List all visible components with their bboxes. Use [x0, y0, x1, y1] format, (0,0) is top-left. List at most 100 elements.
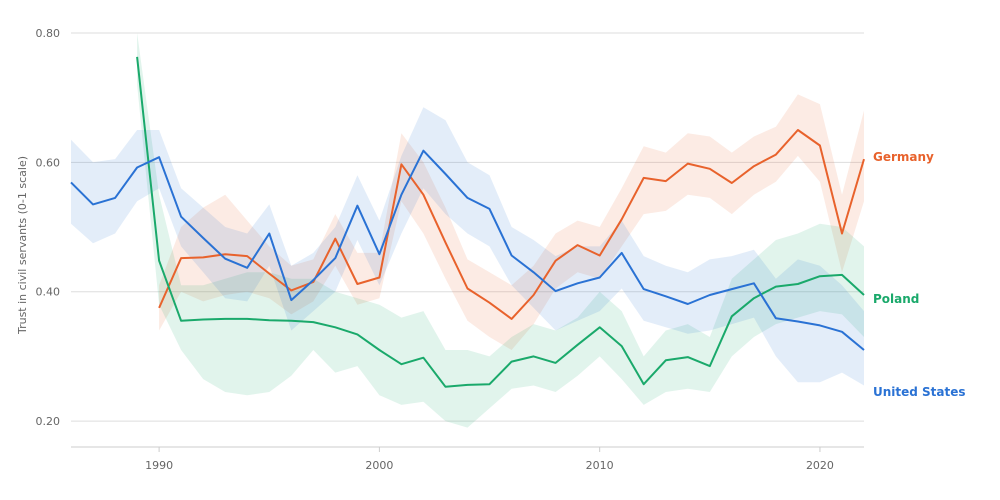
- x-tick-label: 2020: [806, 459, 834, 472]
- united-states-point: [356, 205, 358, 207]
- germany-point: [290, 289, 292, 291]
- germany-point: [511, 318, 513, 320]
- united-states-point: [224, 258, 226, 260]
- united-states-point: [489, 208, 491, 210]
- x-tick-label: 1990: [145, 459, 173, 472]
- united-states-point: [422, 150, 424, 152]
- poland-point: [334, 326, 336, 328]
- germany-point: [753, 165, 755, 167]
- germany-point: [400, 163, 402, 165]
- germany-series-label: Germany: [873, 150, 934, 164]
- poland-point: [202, 319, 204, 321]
- germany-point: [709, 168, 711, 170]
- x-tick-label: 2000: [365, 459, 393, 472]
- poland-point: [797, 283, 799, 285]
- poland-point: [599, 326, 601, 328]
- poland-point: [158, 260, 160, 262]
- poland-point: [643, 383, 645, 385]
- poland-point: [268, 319, 270, 321]
- y-tick-label: 0.40: [36, 286, 61, 299]
- poland-point: [555, 362, 557, 364]
- germany-point: [444, 242, 446, 244]
- poland-point: [356, 333, 358, 335]
- poland-point: [753, 297, 755, 299]
- poland-point: [841, 274, 843, 276]
- y-tick-label: 0.60: [36, 156, 61, 169]
- united-states-point: [114, 197, 116, 199]
- y-tick-label: 0.80: [36, 27, 61, 40]
- united-states-point: [202, 237, 204, 239]
- united-states-point: [158, 156, 160, 158]
- united-states-point: [577, 282, 579, 284]
- united-states-point: [621, 252, 623, 254]
- poland-point: [511, 361, 513, 363]
- y-axis-title: Trust in civil servants (0-1 scale): [16, 156, 29, 335]
- germany-point: [775, 154, 777, 156]
- united-states-point: [533, 271, 535, 273]
- germany-point: [621, 218, 623, 220]
- united-states-point: [665, 295, 667, 297]
- y-tick-label: 0.20: [36, 415, 61, 428]
- poland-point: [312, 321, 314, 323]
- united-states-point: [643, 288, 645, 290]
- united-states-point: [599, 276, 601, 278]
- united-states-series-label: United States: [873, 385, 966, 399]
- united-states-point: [511, 254, 513, 256]
- united-states-point: [819, 324, 821, 326]
- germany-point: [731, 182, 733, 184]
- united-states-point: [312, 279, 314, 281]
- united-states-point: [70, 181, 72, 183]
- germany-point: [246, 255, 248, 257]
- poland-point: [378, 349, 380, 351]
- poland-point: [577, 344, 579, 346]
- united-states-point: [775, 317, 777, 319]
- germany-point: [158, 307, 160, 309]
- germany-point: [665, 180, 667, 182]
- united-states-point: [290, 299, 292, 301]
- germany-confidence-band: [159, 94, 865, 351]
- germany-point: [599, 254, 601, 256]
- poland-line: [136, 56, 865, 388]
- poland-point: [489, 383, 491, 385]
- germany-point: [334, 238, 336, 240]
- axes: 0.20 0.40 0.60 0.80 1990 2000 2010 2020: [36, 27, 864, 472]
- confidence-bands: [71, 32, 865, 428]
- germany-point: [224, 253, 226, 255]
- united-states-point: [687, 303, 689, 305]
- poland-point: [290, 320, 292, 322]
- poland-point: [731, 315, 733, 317]
- germany-point: [356, 283, 358, 285]
- poland-point: [467, 384, 469, 386]
- germany-point: [378, 276, 380, 278]
- united-states-point: [334, 257, 336, 259]
- united-states-point: [753, 282, 755, 284]
- united-states-point: [268, 233, 270, 235]
- series-labels: Germany Poland United States: [873, 150, 966, 399]
- united-states-point: [709, 294, 711, 296]
- united-states-point: [863, 349, 865, 351]
- poland-point: [246, 318, 248, 320]
- germany-point: [202, 256, 204, 258]
- poland-point: [621, 345, 623, 347]
- poland-point: [665, 359, 667, 361]
- poland-series-label: Poland: [873, 292, 919, 306]
- germany-point: [180, 257, 182, 259]
- germany-point: [489, 302, 491, 304]
- poland-point: [687, 356, 689, 358]
- united-states-point: [400, 194, 402, 196]
- united-states-confidence-band: [71, 107, 864, 386]
- poland-point: [224, 318, 226, 320]
- united-states-point: [467, 197, 469, 199]
- poland-point: [775, 286, 777, 288]
- germany-point: [422, 194, 424, 196]
- poland-confidence-band: [137, 32, 865, 428]
- poland-point: [819, 275, 821, 277]
- poland-point: [444, 386, 446, 388]
- germany-point: [643, 177, 645, 179]
- series-lines: [70, 56, 865, 388]
- poland-point: [422, 357, 424, 359]
- poland-point: [709, 365, 711, 367]
- united-states-point: [180, 216, 182, 218]
- united-states-line: [70, 149, 865, 351]
